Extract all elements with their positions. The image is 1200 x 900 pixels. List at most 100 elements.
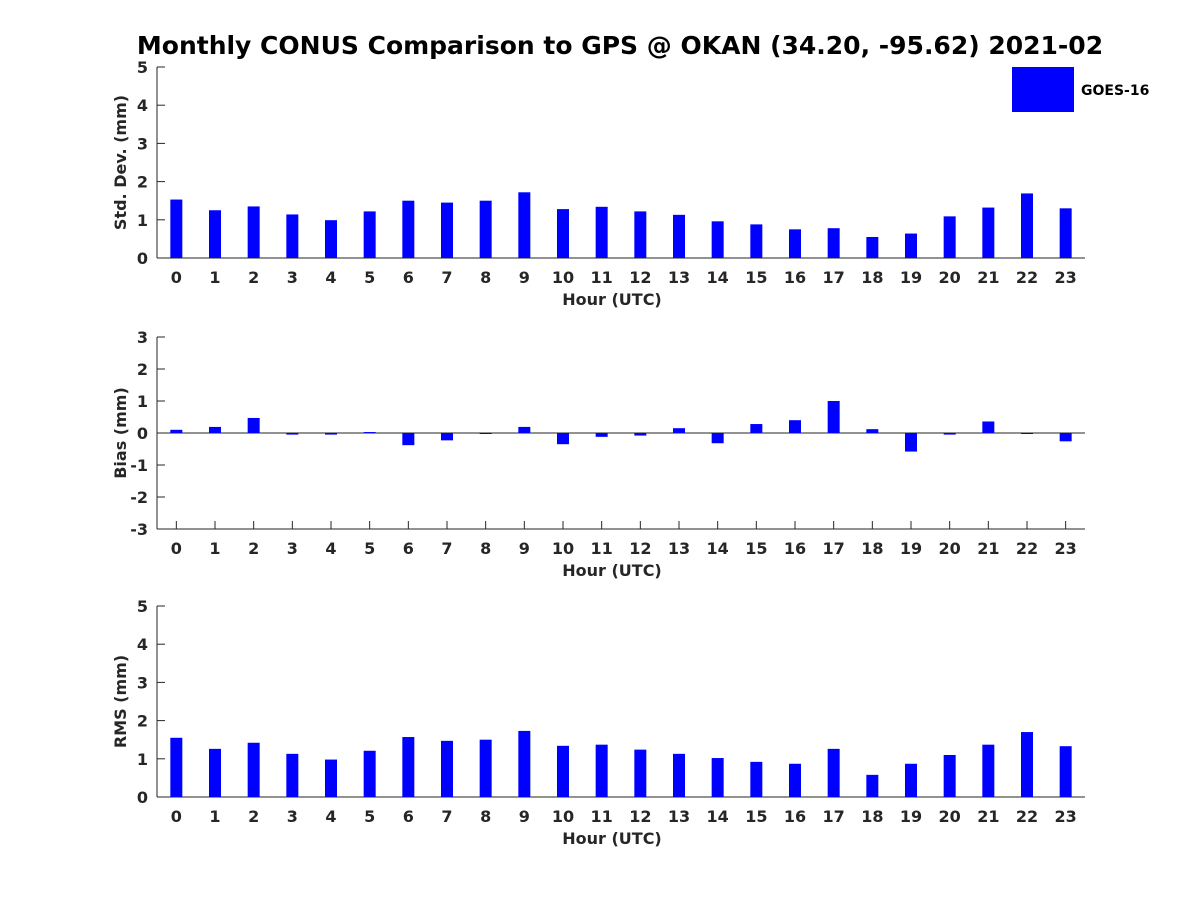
bar-hour-17	[827, 748, 840, 797]
y-tick-label: 1	[137, 392, 148, 411]
bar-hour-10	[557, 745, 569, 797]
bar-hour-3	[286, 433, 299, 435]
legend-swatch	[1012, 67, 1074, 112]
bar-hour-7	[441, 433, 453, 441]
x-tick-label: 6	[403, 807, 414, 826]
x-tick-label: 13	[668, 807, 690, 826]
x-tick-label: 12	[629, 539, 651, 558]
y-tick-label: 4	[137, 635, 148, 654]
bar-hour-0	[170, 429, 183, 433]
x-tick-label: 11	[591, 807, 613, 826]
bar-hour-16	[789, 420, 801, 433]
x-tick-label: 5	[364, 268, 375, 287]
y-tick-label: 5	[137, 597, 148, 616]
y-tick-label: 1	[137, 211, 148, 230]
x-tick-label: 1	[209, 807, 220, 826]
bar-hour-23	[1059, 746, 1072, 797]
x-tick-label: 8	[480, 268, 491, 287]
bar-hour-1	[209, 748, 221, 797]
bar-hour-0	[170, 199, 183, 258]
x-tick-label: 12	[629, 268, 651, 287]
bar-hour-13	[673, 753, 685, 797]
x-tick-label: 22	[1016, 807, 1038, 826]
bar-hour-11	[595, 206, 608, 258]
bar-hour-10	[557, 433, 569, 445]
x-tick-label: 17	[823, 268, 845, 287]
bar-hour-3	[286, 753, 299, 797]
bar-hour-2	[247, 742, 260, 797]
x-tick-label: 14	[707, 539, 729, 558]
x-tick-label: 9	[519, 539, 530, 558]
bar-hour-11	[595, 744, 608, 797]
x-axis-label: Hour (UTC)	[562, 561, 662, 580]
bar-hour-8	[479, 200, 492, 258]
x-tick-label: 8	[480, 539, 491, 558]
chart-title: Monthly CONUS Comparison to GPS @ OKAN (…	[137, 31, 1103, 60]
x-tick-label: 10	[552, 268, 574, 287]
bar-hour-6	[402, 433, 415, 446]
bar-hour-13	[673, 428, 685, 433]
bar-hour-11	[595, 433, 608, 437]
bar-hour-12	[634, 749, 647, 797]
bar-hour-0	[170, 737, 183, 797]
x-tick-label: 5	[364, 807, 375, 826]
bar-hour-20	[943, 216, 956, 258]
y-tick-label: 4	[137, 96, 148, 115]
y-axis-label: Std. Dev. (mm)	[111, 95, 130, 230]
bar-hour-7	[441, 740, 453, 797]
bar-hour-18	[866, 774, 879, 797]
y-tick-label: 0	[137, 424, 148, 443]
y-tick-label: 1	[137, 750, 148, 769]
x-tick-label: 20	[939, 539, 961, 558]
x-tick-label: 1	[209, 539, 220, 558]
x-tick-label: 2	[248, 539, 259, 558]
bar-hour-22	[1021, 732, 1033, 797]
y-axis-label: Bias (mm)	[111, 387, 130, 479]
bar-hour-5	[363, 211, 376, 258]
x-tick-label: 15	[745, 268, 767, 287]
bar-hour-3	[286, 214, 299, 258]
bar-hour-10	[557, 209, 569, 258]
y-tick-label: -2	[130, 488, 148, 507]
bar-hour-14	[711, 758, 724, 797]
x-tick-label: 0	[171, 268, 182, 287]
bar-hour-18	[866, 236, 879, 258]
x-tick-label: 18	[861, 807, 883, 826]
bar-hour-12	[634, 433, 647, 436]
bar-hour-9	[518, 426, 531, 433]
bar-hour-6	[402, 737, 415, 797]
bar-hour-2	[247, 206, 260, 258]
bar-hour-4	[325, 220, 337, 258]
bar-hour-12	[634, 211, 647, 258]
bar-hour-22	[1021, 433, 1033, 434]
bar-hour-20	[943, 754, 956, 797]
x-tick-label: 10	[552, 539, 574, 558]
x-tick-label: 16	[784, 807, 806, 826]
x-tick-label: 16	[784, 539, 806, 558]
x-tick-label: 6	[403, 268, 414, 287]
x-tick-label: 20	[939, 268, 961, 287]
bar-hour-19	[905, 763, 917, 797]
bar-hour-9	[518, 192, 531, 258]
x-tick-label: 20	[939, 807, 961, 826]
y-tick-label: -3	[130, 520, 148, 539]
bar-hour-21	[982, 207, 995, 258]
bar-hour-5	[363, 750, 376, 797]
x-tick-label: 21	[977, 807, 999, 826]
x-tick-label: 22	[1016, 539, 1038, 558]
x-tick-label: 23	[1055, 539, 1077, 558]
bar-hour-13	[673, 214, 685, 258]
x-tick-label: 5	[364, 539, 375, 558]
x-tick-label: 14	[707, 807, 729, 826]
bar-hour-4	[325, 759, 337, 797]
x-tick-label: 19	[900, 539, 922, 558]
x-tick-label: 7	[441, 539, 452, 558]
bar-hour-8	[479, 433, 492, 434]
bar-hour-17	[827, 228, 840, 258]
y-axis-label: RMS (mm)	[111, 655, 130, 748]
y-tick-label: 2	[137, 173, 148, 192]
bar-hour-5	[363, 432, 376, 434]
